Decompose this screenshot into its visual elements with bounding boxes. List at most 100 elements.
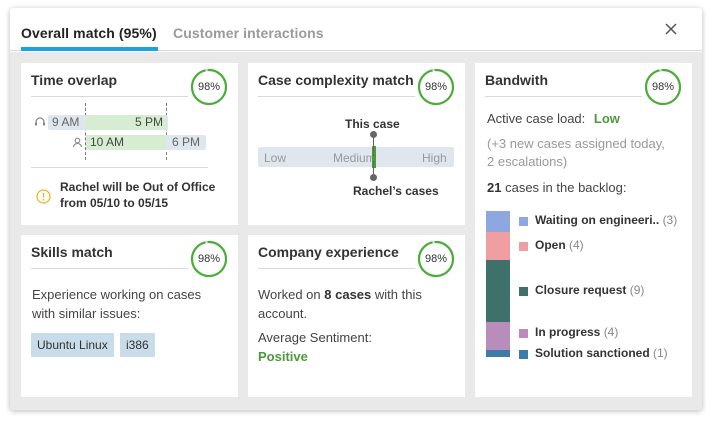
- legend-label: Closure request: [535, 282, 630, 297]
- legend-count: (4): [569, 237, 584, 252]
- active-case-load-label: Active case load:: [487, 111, 586, 126]
- rachel-pointer: [373, 161, 374, 177]
- score-value: 98%: [424, 81, 448, 93]
- skills-match-card: Skills match 98% Experience working on c…: [21, 235, 238, 397]
- score-value: 98%: [651, 81, 675, 93]
- gauge-ring: [190, 68, 228, 106]
- legend-swatch: [519, 286, 528, 296]
- bandwidth-card: Bandwith 98% Active case load: Low (+3 n…: [475, 63, 692, 397]
- legend-count: (1): [653, 345, 668, 360]
- gauge-ring: [417, 68, 455, 106]
- this-case-label: This case: [345, 117, 400, 131]
- agent-end-time: 6 PM: [172, 135, 201, 149]
- divider: [485, 96, 642, 97]
- scale-low: Low: [264, 151, 287, 165]
- warning-icon: [36, 189, 51, 204]
- card-title: Time overlap: [31, 72, 118, 88]
- divider: [31, 167, 208, 168]
- agent-user-icon: [72, 137, 83, 148]
- gauge-fill: [190, 240, 228, 278]
- customer-headset-icon: [35, 117, 45, 126]
- overlap-bar: [86, 115, 166, 130]
- timeline-marker: [166, 103, 167, 160]
- worked-count: 8 cases: [324, 287, 372, 302]
- card-title: Skills match: [31, 244, 113, 260]
- rachel-range-marker: [372, 146, 376, 168]
- score-gauge: 98%: [190, 68, 228, 106]
- tab-customer-interactions[interactable]: Customer interactions: [173, 25, 324, 41]
- card-title: Case complexity match: [258, 72, 414, 88]
- legend-count: (3): [662, 213, 678, 228]
- tab-overall-match[interactable]: Overall match (95%): [21, 25, 157, 41]
- skill-tag-ubuntu-linux: Ubuntu Linux: [31, 333, 114, 357]
- score-gauge: 98%: [190, 240, 228, 278]
- close-icon[interactable]: [662, 20, 680, 38]
- legend-item: Closure request (9): [535, 283, 644, 297]
- divider: [258, 96, 415, 97]
- match-dialog: Overall match (95%) Customer interaction…: [10, 8, 702, 410]
- escalations-note: 2 escalations): [487, 154, 568, 169]
- score-gauge: 98%: [644, 68, 682, 106]
- backlog-count: 21: [487, 180, 502, 195]
- divider: [31, 96, 188, 97]
- divider: [258, 268, 415, 269]
- legend-swatch: [519, 217, 528, 227]
- legend-count: (9): [629, 282, 645, 297]
- sentiment-label: Average Sentiment:: [258, 330, 372, 345]
- backlog-segment: [486, 231, 510, 260]
- legend-label: Solution sanctioned: [535, 345, 654, 360]
- score-value: 98%: [197, 81, 221, 93]
- complexity-scale-bar: [258, 147, 454, 167]
- backlog-label: cases in the backlog:: [505, 180, 627, 195]
- ooo-dates: from 05/10 to 05/15: [60, 196, 169, 210]
- this-case-dot: [370, 131, 377, 138]
- skills-description: Experience working on cases: [32, 287, 202, 302]
- legend-item: Solution sanctioned (1): [535, 346, 668, 360]
- case-complexity-card: Case complexity match 98% This case Low …: [248, 63, 465, 225]
- card-title: Company experience: [258, 244, 399, 260]
- card-title: Bandwith: [485, 72, 548, 88]
- legend-swatch: [519, 349, 528, 359]
- legend-swatch: [519, 241, 528, 251]
- gauge-ring: [417, 240, 455, 278]
- timeline: 9 AM 5 PM 10 AM 6 PM: [21, 103, 238, 163]
- worked-on-text: Worked on 8 cases with this: [258, 286, 422, 304]
- backlog-segment: [486, 350, 510, 357]
- worked-on-text-cont: account.: [258, 306, 308, 321]
- score-value: 98%: [197, 253, 221, 265]
- legend-label: Open: [535, 237, 570, 252]
- rachel-dot: [370, 174, 377, 181]
- overlap-bar: [86, 135, 166, 150]
- customer-end-time: 5 PM: [135, 115, 164, 129]
- legend-count: (4): [603, 325, 619, 339]
- worked-suffix: with this: [374, 287, 422, 302]
- gauge-fill: [190, 68, 228, 106]
- match-content: Time overlap 98% 9 AM 5 PM: [10, 52, 702, 410]
- company-experience-card: Company experience 98% Worked on 8 cases…: [248, 235, 465, 397]
- legend-label: In progress: [535, 325, 604, 339]
- backlog-segment: [486, 259, 510, 323]
- score-gauge: 98%: [417, 68, 455, 106]
- gauge-ring: [644, 68, 682, 106]
- score-value: 98%: [424, 253, 448, 265]
- tab-bar: Overall match (95%) Customer interaction…: [10, 8, 702, 51]
- agent-start-time: 10 AM: [90, 135, 125, 149]
- active-tab-indicator: [21, 47, 158, 51]
- skill-tag-i386: i386: [120, 333, 155, 357]
- backlog-stacked-bar: Waiting on engineeri.. (3) Open (4) Closur…: [475, 63, 692, 397]
- gauge-ring: [190, 240, 228, 278]
- legend-item: Waiting on engineeri.. (3): [535, 213, 677, 227]
- divider: [31, 268, 188, 269]
- customer-start-time: 9 AM: [52, 115, 80, 129]
- worked-prefix: Worked on: [258, 287, 321, 302]
- backlog-segment: [486, 211, 510, 232]
- skills-description-cont: with similar issues:: [32, 306, 141, 321]
- legend-item: Open (4): [535, 238, 584, 252]
- score-gauge: 98%: [417, 240, 455, 278]
- scale-medium: Medium: [333, 151, 376, 165]
- legend-item: In progress (4): [535, 325, 618, 339]
- legend-label: Waiting on engineeri..: [535, 213, 663, 228]
- sentiment-value: Positive: [258, 349, 308, 364]
- this-case-pointer: [373, 134, 374, 156]
- active-case-load: Active case load: Low: [487, 110, 620, 128]
